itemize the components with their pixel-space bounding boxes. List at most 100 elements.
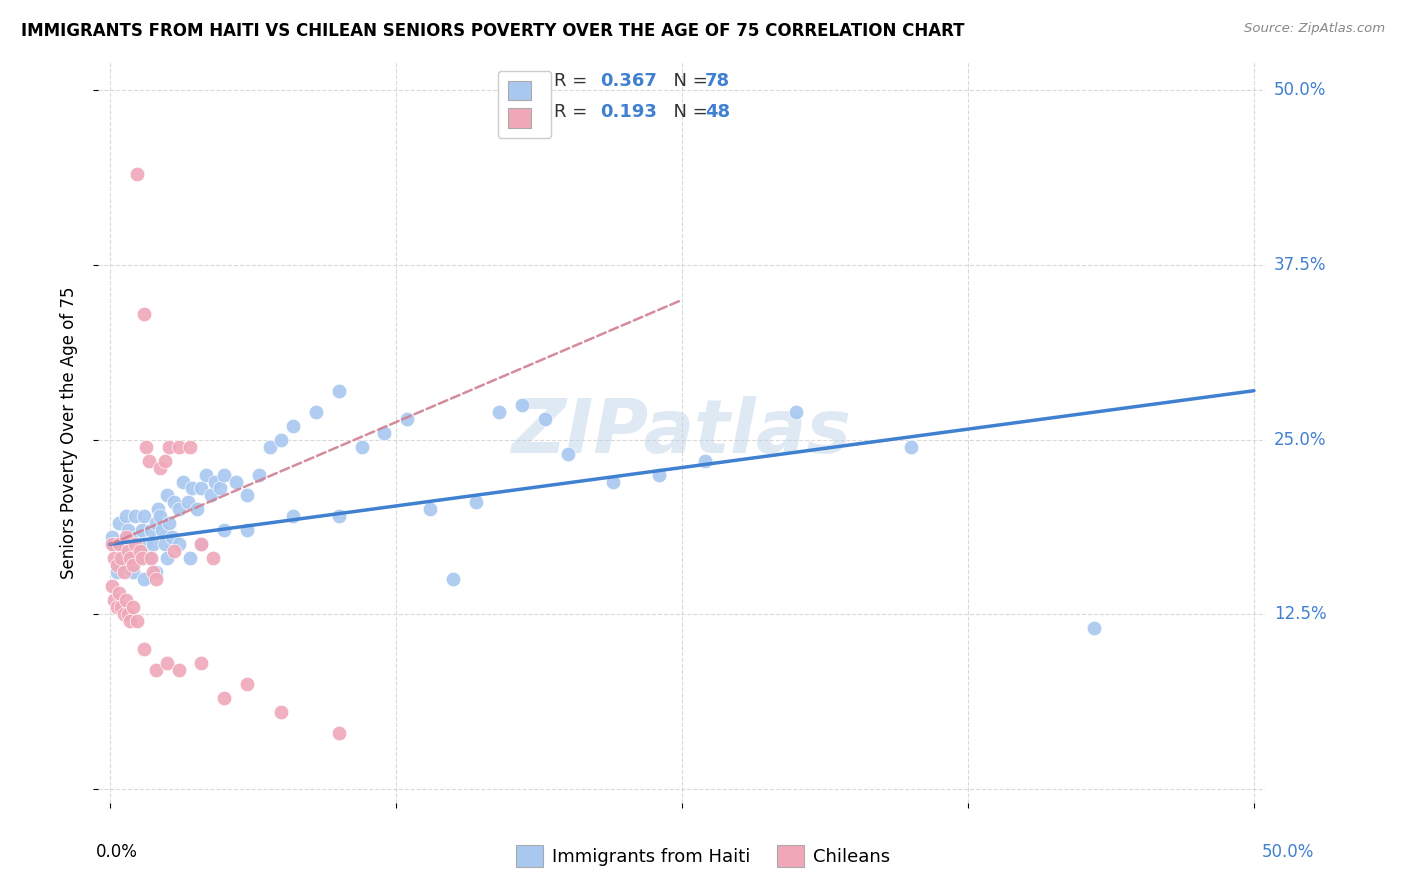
Point	[328, 726, 350, 740]
Point	[259, 440, 281, 454]
Point	[135, 537, 157, 551]
Point	[128, 544, 150, 558]
Point	[236, 488, 259, 502]
Text: 12.5%: 12.5%	[1274, 605, 1326, 624]
Point	[145, 516, 167, 531]
Point	[120, 614, 142, 628]
Point	[142, 566, 165, 580]
Point	[105, 558, 128, 573]
Point	[176, 495, 198, 509]
Point	[108, 537, 131, 551]
Point	[112, 607, 135, 622]
Point	[785, 405, 807, 419]
Text: N =: N =	[662, 103, 714, 121]
Point	[110, 537, 132, 551]
Point	[105, 600, 128, 615]
Point	[124, 509, 146, 524]
Point	[157, 440, 180, 454]
Point	[419, 502, 441, 516]
Point	[465, 495, 488, 509]
Legend: Immigrants from Haiti, Chileans: Immigrants from Haiti, Chileans	[509, 838, 897, 874]
Point	[139, 524, 162, 538]
Point	[149, 460, 172, 475]
Point	[214, 467, 236, 482]
Point	[190, 537, 212, 551]
Point	[190, 656, 212, 670]
Point	[156, 551, 179, 566]
Point	[172, 475, 194, 489]
Point	[134, 572, 156, 586]
Text: Source: ZipAtlas.com: Source: ZipAtlas.com	[1244, 22, 1385, 36]
Point	[900, 440, 922, 454]
Point	[488, 405, 510, 419]
Point	[112, 566, 135, 580]
Point	[121, 566, 143, 580]
Point	[149, 509, 172, 524]
Point	[134, 307, 156, 321]
Point	[204, 475, 226, 489]
Text: 0.193: 0.193	[600, 103, 657, 121]
Point	[167, 440, 190, 454]
Point	[128, 544, 150, 558]
Point	[103, 593, 125, 607]
Point	[186, 502, 208, 516]
Point	[108, 586, 131, 600]
Point	[127, 167, 149, 181]
Point	[373, 425, 395, 440]
Text: ZIPatlas: ZIPatlas	[512, 396, 852, 469]
Point	[115, 530, 138, 544]
Point	[121, 558, 143, 573]
Point	[270, 705, 292, 719]
Point	[167, 502, 190, 516]
Point	[510, 398, 533, 412]
Point	[167, 663, 190, 677]
Point	[200, 488, 222, 502]
Point	[103, 551, 125, 566]
Point	[138, 453, 160, 467]
Point	[648, 467, 671, 482]
Point	[194, 467, 217, 482]
Point	[145, 663, 167, 677]
Point	[112, 551, 135, 566]
Point	[105, 558, 128, 573]
Point	[105, 566, 128, 580]
Point	[167, 537, 190, 551]
Point	[134, 509, 156, 524]
Point	[281, 509, 304, 524]
Point	[163, 544, 186, 558]
Point	[163, 495, 186, 509]
Point	[557, 446, 579, 460]
Point	[179, 551, 201, 566]
Text: 25.0%: 25.0%	[1274, 431, 1326, 449]
Point	[441, 572, 464, 586]
Point	[134, 642, 156, 657]
Point	[153, 453, 176, 467]
Point	[127, 551, 149, 566]
Text: N =: N =	[662, 72, 714, 90]
Point	[101, 530, 124, 544]
Point	[145, 572, 167, 586]
Point	[270, 433, 292, 447]
Point	[101, 537, 124, 551]
Point	[1083, 621, 1105, 635]
Text: R =: R =	[554, 72, 592, 90]
Point	[153, 537, 176, 551]
Point	[157, 516, 180, 531]
Text: 0.367: 0.367	[600, 72, 657, 90]
Point	[142, 537, 165, 551]
Point	[236, 677, 259, 691]
Point	[156, 488, 179, 502]
Point	[160, 530, 183, 544]
Y-axis label: Seniors Poverty Over the Age of 75: Seniors Poverty Over the Age of 75	[59, 286, 77, 579]
Point	[190, 482, 212, 496]
Point	[135, 440, 157, 454]
Point	[127, 614, 149, 628]
Point	[117, 544, 139, 558]
Text: 48: 48	[706, 103, 730, 121]
Point	[201, 551, 224, 566]
Point	[110, 600, 132, 615]
Point	[214, 524, 236, 538]
Point	[110, 558, 132, 573]
Point	[156, 656, 179, 670]
Point	[247, 467, 270, 482]
